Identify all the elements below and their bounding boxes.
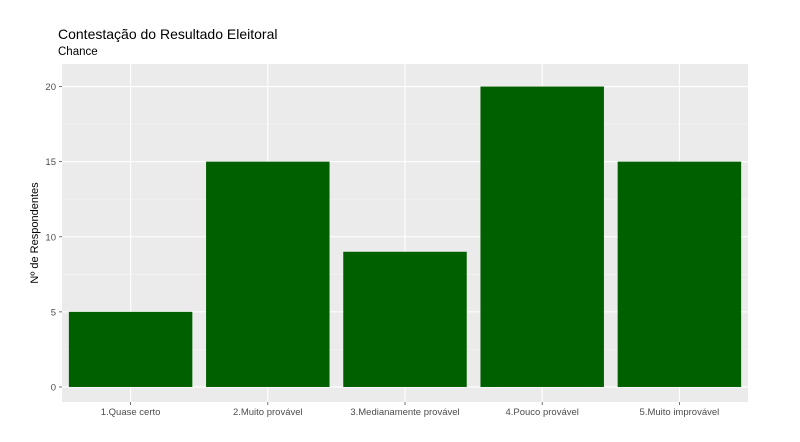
bars [68, 86, 742, 387]
y-tick-label: 15 [45, 157, 56, 168]
bar [617, 161, 742, 387]
chart-title: Contestação do Resultado Eleitoral [58, 26, 278, 42]
bar [206, 161, 330, 387]
bar [480, 86, 604, 387]
x-tick-label: 3.Medianamente provável [350, 407, 459, 418]
y-tick-label: 5 [51, 307, 56, 318]
y-tick-label: 10 [45, 232, 56, 243]
chart-subtitle: Chance [58, 46, 98, 58]
bar [68, 311, 193, 387]
y-tick-label: 20 [45, 82, 56, 93]
x-tick-label: 2.Muito provável [233, 407, 303, 418]
y-axis: 0 5 10 15 20 [45, 82, 62, 393]
bar [343, 251, 467, 387]
x-tick-label: 5.Muito improvável [640, 407, 720, 418]
x-tick-label: 4.Pouco provável [505, 407, 578, 418]
x-tick-label: 1.Quase certo [101, 407, 161, 418]
y-tick-label: 0 [51, 382, 56, 393]
x-axis: 1.Quase certo 2.Muito provável 3.Medianame… [101, 402, 720, 418]
y-axis-title: Nº de Respondentes [29, 182, 41, 284]
